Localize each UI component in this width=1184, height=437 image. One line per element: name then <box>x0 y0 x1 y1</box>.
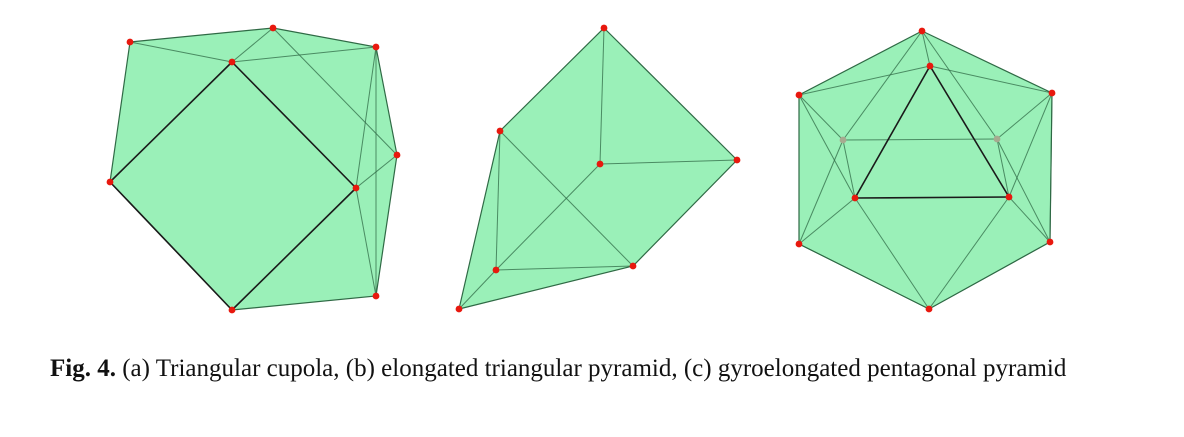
polyhedron-edge <box>1008 196 1051 243</box>
vertex-dot <box>455 305 463 313</box>
vertex-dot <box>926 62 934 70</box>
vertex-dot <box>795 240 803 248</box>
polyhedron-edge <box>355 154 398 189</box>
vertex-dot <box>106 178 114 186</box>
vertex-dot <box>269 24 277 32</box>
gyroelongated-pentagonal-pyramid-figure <box>795 27 1056 313</box>
caption-text: (a) Triangular cupola, (b) elongated tri… <box>115 355 1067 382</box>
polyhedron-front-edge <box>929 65 1010 198</box>
vertex-dot <box>1046 238 1054 246</box>
figure-label: Fig. 4. <box>50 355 116 382</box>
polyhedron-edge <box>996 138 1051 243</box>
polyhedron-edge <box>495 130 501 271</box>
polyhedron-front-edge <box>231 187 357 311</box>
vertex-dot <box>839 136 847 144</box>
triangular-cupola-figure <box>106 24 401 314</box>
vertex-dot <box>918 27 926 35</box>
vertex-dot <box>372 43 380 51</box>
polyhedron-front-edge <box>231 61 357 189</box>
polyhedron-edge <box>798 94 844 141</box>
polyhedron-front-edge <box>854 65 931 199</box>
polyhedron-edge <box>355 187 377 297</box>
polyhedron-edge <box>499 130 634 267</box>
polyhedron-front-edge <box>854 196 1010 199</box>
polyhedron-edge <box>599 159 738 165</box>
polyhedron-edge <box>921 30 998 140</box>
polyhedron-silhouette <box>109 27 398 311</box>
polyhedron-edge <box>1008 92 1053 198</box>
polyhedron-edge <box>798 94 856 199</box>
polyhedron-edge <box>996 92 1053 140</box>
vertex-dot <box>393 151 401 159</box>
elongated-triangular-pyramid-figure <box>455 24 741 313</box>
polyhedron-edge <box>842 139 856 199</box>
polyhedron-edge <box>928 241 1051 310</box>
polyhedron-front-edge <box>109 61 233 183</box>
vertex-dot <box>1005 193 1013 201</box>
figure-caption: Fig. 4. (a) Triangular cupola, (b) elong… <box>50 352 1140 385</box>
polyhedron-edge <box>798 139 844 245</box>
polyhedron-edge <box>842 30 923 141</box>
vertex-dot <box>352 184 360 192</box>
polyhedron-edge <box>355 46 377 189</box>
polyhedron-edge <box>495 265 634 271</box>
vertex-dot <box>496 127 504 135</box>
vertex-dot <box>993 135 1001 143</box>
polyhedron-edge <box>798 197 856 245</box>
vertex-dot <box>733 156 741 164</box>
polyhedron-edge <box>842 138 998 141</box>
polyhedron-edge <box>129 41 233 63</box>
vertex-dot <box>629 262 637 270</box>
polyhedron-edge <box>996 138 1010 198</box>
vertex-dot <box>925 305 933 313</box>
polyhedron-edge <box>458 269 497 310</box>
polyhedron-edge <box>928 196 1010 310</box>
vertex-dot <box>228 306 236 314</box>
polyhedron-edge <box>599 27 605 165</box>
polyhedron-edge <box>921 30 931 67</box>
vertex-dot <box>492 266 500 274</box>
vertex-dot <box>372 292 380 300</box>
polyhedron-edge <box>231 27 274 63</box>
polyhedron-edge <box>1049 92 1053 243</box>
polyhedron-front-edge <box>109 181 233 311</box>
polyhedron-edge <box>798 243 930 310</box>
figure-illustration <box>106 24 1056 314</box>
vertex-dot <box>228 58 236 66</box>
vertex-dot <box>600 24 608 32</box>
vertex-dot <box>126 38 134 46</box>
polyhedron-edge <box>495 163 601 271</box>
polyhedron-edge <box>929 65 1053 94</box>
polyhedron-silhouette <box>458 27 738 310</box>
vertex-dot <box>851 194 859 202</box>
vertex-dot <box>1048 89 1056 97</box>
polyhedron-edge <box>854 197 930 310</box>
polyhedron-edge <box>798 65 931 96</box>
vertex-dot <box>795 91 803 99</box>
vertex-dot <box>596 160 604 168</box>
polyhedron-edge <box>231 46 377 63</box>
